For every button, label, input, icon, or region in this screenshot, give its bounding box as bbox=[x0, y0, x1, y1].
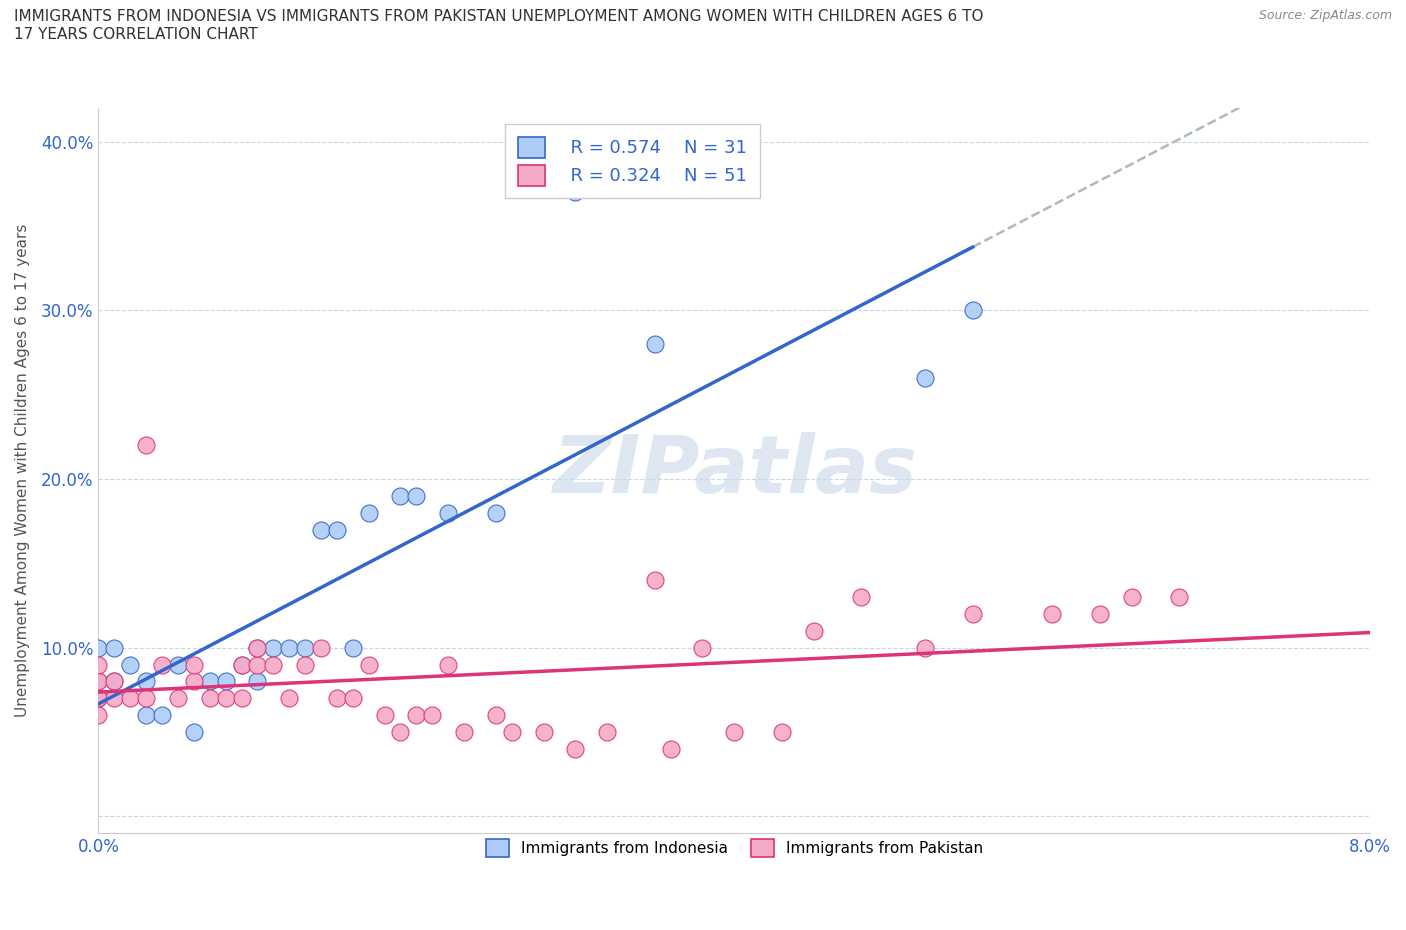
Point bbox=[231, 658, 253, 672]
Point bbox=[231, 691, 253, 706]
Text: Source: ZipAtlas.com: Source: ZipAtlas.com bbox=[1258, 9, 1392, 22]
Point bbox=[437, 505, 460, 520]
Point bbox=[262, 640, 284, 655]
Point bbox=[87, 658, 110, 672]
Point bbox=[183, 674, 205, 689]
Point bbox=[231, 658, 253, 672]
Point bbox=[723, 724, 745, 739]
Point bbox=[135, 674, 157, 689]
Point bbox=[914, 640, 936, 655]
Point bbox=[485, 708, 508, 723]
Point bbox=[246, 674, 269, 689]
Point bbox=[914, 370, 936, 385]
Point bbox=[135, 708, 157, 723]
Legend: Immigrants from Indonesia, Immigrants from Pakistan: Immigrants from Indonesia, Immigrants fr… bbox=[474, 827, 995, 869]
Point bbox=[1121, 590, 1143, 604]
Point bbox=[294, 658, 316, 672]
Point bbox=[150, 658, 173, 672]
Point bbox=[246, 640, 269, 655]
Point bbox=[278, 640, 301, 655]
Point bbox=[644, 573, 666, 588]
Point bbox=[389, 488, 412, 503]
Point bbox=[120, 658, 142, 672]
Point bbox=[420, 708, 443, 723]
Point bbox=[389, 724, 412, 739]
Point bbox=[120, 691, 142, 706]
Point bbox=[135, 691, 157, 706]
Point bbox=[501, 724, 523, 739]
Point bbox=[326, 691, 349, 706]
Point bbox=[437, 658, 460, 672]
Point bbox=[357, 505, 380, 520]
Point bbox=[485, 505, 508, 520]
Point bbox=[87, 691, 110, 706]
Point bbox=[103, 674, 125, 689]
Point bbox=[692, 640, 714, 655]
Point bbox=[962, 606, 984, 621]
Point bbox=[564, 741, 586, 756]
Point bbox=[803, 623, 825, 638]
Point bbox=[183, 658, 205, 672]
Point bbox=[150, 708, 173, 723]
Point bbox=[87, 708, 110, 723]
Point bbox=[533, 724, 555, 739]
Point bbox=[1040, 606, 1063, 621]
Point bbox=[135, 438, 157, 453]
Point bbox=[357, 658, 380, 672]
Point bbox=[1168, 590, 1191, 604]
Point bbox=[198, 674, 221, 689]
Point bbox=[1088, 606, 1111, 621]
Point bbox=[87, 674, 110, 689]
Point bbox=[309, 640, 332, 655]
Point bbox=[294, 640, 316, 655]
Point bbox=[962, 303, 984, 318]
Point bbox=[103, 674, 125, 689]
Point bbox=[659, 741, 682, 756]
Point bbox=[167, 658, 190, 672]
Point bbox=[87, 674, 110, 689]
Text: ZIPatlas: ZIPatlas bbox=[551, 432, 917, 510]
Point bbox=[167, 691, 190, 706]
Point bbox=[103, 691, 125, 706]
Point bbox=[596, 724, 619, 739]
Point bbox=[326, 522, 349, 537]
Point bbox=[644, 337, 666, 352]
Point bbox=[770, 724, 793, 739]
Point bbox=[278, 691, 301, 706]
Point bbox=[246, 658, 269, 672]
Point bbox=[453, 724, 475, 739]
Point bbox=[246, 640, 269, 655]
Point bbox=[214, 674, 236, 689]
Point bbox=[342, 691, 364, 706]
Point bbox=[87, 640, 110, 655]
Point bbox=[183, 724, 205, 739]
Point bbox=[262, 658, 284, 672]
Point bbox=[103, 640, 125, 655]
Point bbox=[405, 488, 427, 503]
Point bbox=[309, 522, 332, 537]
Text: IMMIGRANTS FROM INDONESIA VS IMMIGRANTS FROM PAKISTAN UNEMPLOYMENT AMONG WOMEN W: IMMIGRANTS FROM INDONESIA VS IMMIGRANTS … bbox=[14, 9, 984, 42]
Point bbox=[214, 691, 236, 706]
Point bbox=[87, 691, 110, 706]
Y-axis label: Unemployment Among Women with Children Ages 6 to 17 years: Unemployment Among Women with Children A… bbox=[15, 224, 30, 717]
Point bbox=[851, 590, 873, 604]
Point bbox=[374, 708, 396, 723]
Point bbox=[342, 640, 364, 655]
Point bbox=[405, 708, 427, 723]
Point bbox=[87, 691, 110, 706]
Point bbox=[564, 185, 586, 200]
Point bbox=[198, 691, 221, 706]
